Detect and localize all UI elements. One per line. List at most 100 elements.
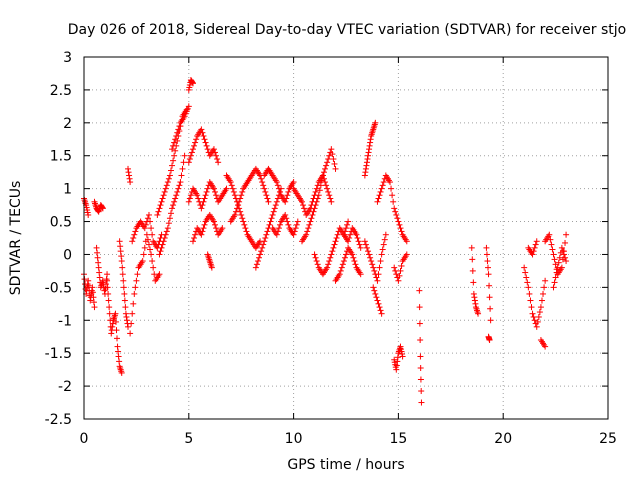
data-point xyxy=(536,314,542,320)
data-point xyxy=(192,232,198,238)
data-point xyxy=(377,192,383,198)
data-point xyxy=(341,258,347,264)
data-point xyxy=(521,265,527,271)
data-point xyxy=(362,172,368,178)
data-point xyxy=(142,245,148,251)
data-point xyxy=(266,222,272,228)
data-point xyxy=(237,196,243,202)
data-point xyxy=(159,245,165,251)
data-points xyxy=(81,77,569,406)
data-point xyxy=(268,219,274,225)
data-point xyxy=(264,228,270,234)
data-point xyxy=(380,182,386,188)
data-point xyxy=(264,196,270,202)
data-point xyxy=(176,182,182,188)
data-point xyxy=(342,255,348,261)
x-axis-label: GPS time / hours xyxy=(287,457,404,473)
data-point xyxy=(531,314,537,320)
data-point xyxy=(213,225,219,231)
data-point xyxy=(131,232,137,238)
data-point xyxy=(158,202,164,208)
data-point xyxy=(121,284,127,290)
data-point xyxy=(117,238,123,244)
data-point xyxy=(364,245,370,251)
data-point xyxy=(486,271,492,277)
x-tick-label: 25 xyxy=(599,431,617,447)
data-point xyxy=(417,353,423,359)
data-point xyxy=(200,199,206,205)
data-point xyxy=(325,189,331,195)
data-point xyxy=(379,186,385,192)
data-point xyxy=(309,212,315,218)
data-point xyxy=(527,298,533,304)
data-point xyxy=(123,311,129,317)
data-point xyxy=(344,222,350,228)
data-point xyxy=(125,324,131,330)
data-point xyxy=(121,291,127,297)
data-point xyxy=(117,243,123,249)
data-point xyxy=(269,215,275,221)
data-point xyxy=(213,153,219,159)
data-point xyxy=(178,172,184,178)
data-point xyxy=(378,189,384,195)
data-point xyxy=(331,242,337,248)
data-point xyxy=(391,205,397,211)
data-point xyxy=(294,222,300,228)
data-point xyxy=(156,205,162,211)
data-point xyxy=(377,265,383,271)
data-point xyxy=(533,242,539,248)
data-point xyxy=(108,330,114,336)
data-point xyxy=(166,176,172,182)
data-point xyxy=(168,168,174,174)
data-point xyxy=(330,156,336,162)
data-point xyxy=(367,140,373,146)
data-point xyxy=(326,192,332,198)
data-point xyxy=(260,182,266,188)
data-point xyxy=(147,247,153,253)
data-point xyxy=(313,255,319,261)
data-point xyxy=(214,156,220,162)
data-point xyxy=(528,304,534,310)
data-point xyxy=(198,205,204,211)
data-point xyxy=(200,133,206,139)
data-point xyxy=(356,238,362,244)
data-point xyxy=(563,232,569,238)
data-point xyxy=(551,284,557,290)
data-point xyxy=(274,199,280,205)
data-point xyxy=(345,219,351,225)
data-point xyxy=(187,156,193,162)
data-point xyxy=(327,196,333,202)
data-point xyxy=(392,268,398,274)
data-point xyxy=(167,215,173,221)
data-point xyxy=(418,388,424,394)
data-point xyxy=(394,215,400,221)
data-point xyxy=(392,209,398,215)
data-point xyxy=(370,284,376,290)
data-point xyxy=(119,265,125,271)
y-tick-label: -2.5 xyxy=(45,412,72,428)
data-point xyxy=(127,330,133,336)
data-point xyxy=(238,192,244,198)
sdtvar-scatter-chart: Day 026 of 2018, Sidereal Day-to-day VTE… xyxy=(0,0,640,480)
data-point xyxy=(130,301,136,307)
data-point xyxy=(149,258,155,264)
data-point xyxy=(174,189,180,195)
data-point xyxy=(125,166,131,172)
data-point xyxy=(330,245,336,251)
data-point xyxy=(399,263,405,269)
data-point xyxy=(395,278,401,284)
data-point xyxy=(172,196,178,202)
data-point xyxy=(261,186,267,192)
data-point xyxy=(238,212,244,218)
y-tick-label: 3 xyxy=(63,50,72,66)
chart-title: Day 026 of 2018, Sidereal Day-to-day VTE… xyxy=(68,22,626,38)
data-point xyxy=(126,172,132,178)
data-point xyxy=(259,245,265,251)
data-point xyxy=(204,143,210,149)
data-point xyxy=(113,327,119,333)
data-point xyxy=(548,242,554,248)
data-point xyxy=(308,215,314,221)
data-point xyxy=(523,274,529,280)
data-point xyxy=(375,301,381,307)
data-point xyxy=(200,225,206,231)
